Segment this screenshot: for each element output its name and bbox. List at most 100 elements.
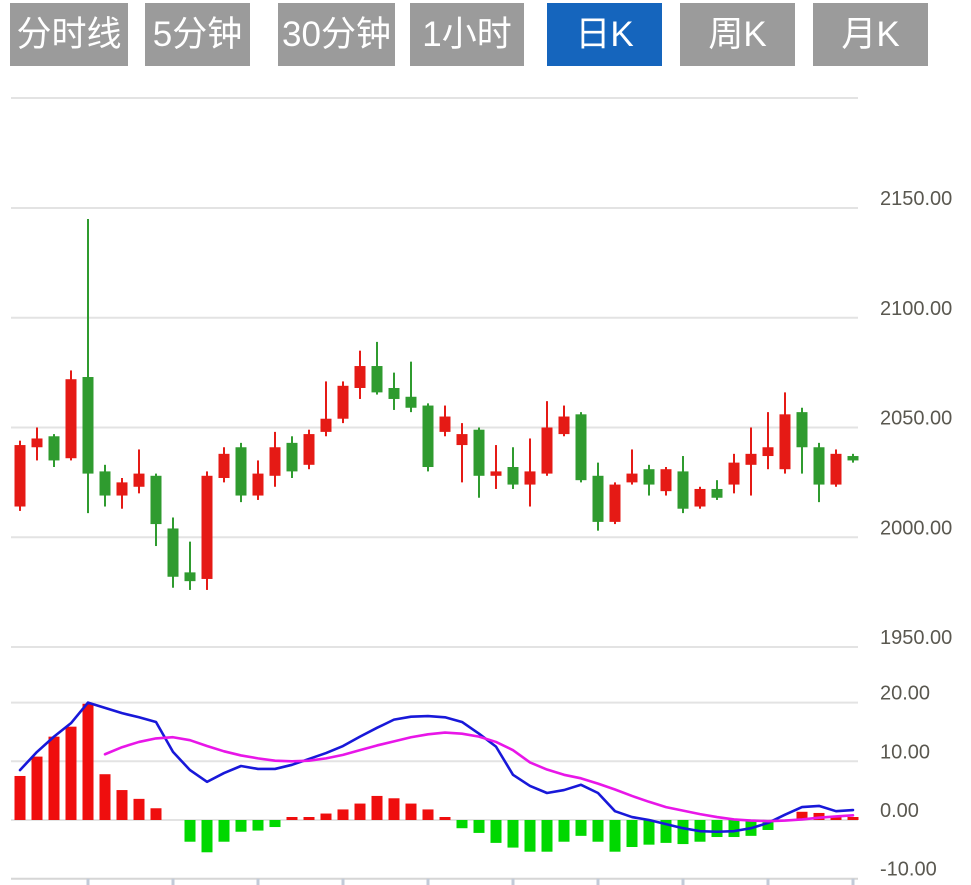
interval-tabbar: 分时线 5分钟 30分钟 1小时 日K 周K 月K	[0, 0, 971, 70]
candle-body	[65, 379, 77, 459]
candle-body	[813, 447, 825, 485]
candle-body	[541, 427, 553, 474]
y-axis-label: 10.00	[880, 741, 930, 763]
macd-bar-down	[575, 820, 587, 836]
tab-1hour[interactable]: 1小时	[410, 3, 524, 66]
macd-bar-down	[541, 820, 553, 852]
candle-body	[592, 475, 604, 522]
candle-body	[388, 387, 400, 399]
candle-body	[31, 438, 43, 448]
macd-bar-up	[286, 817, 298, 820]
candle-body	[626, 473, 638, 483]
candle-body	[99, 471, 111, 496]
y-axis-label: -10.00	[880, 859, 937, 881]
candle-body	[694, 488, 706, 507]
candle-body	[320, 418, 332, 432]
macd-bar-up	[371, 795, 383, 820]
macd-bar-up	[150, 808, 162, 820]
macd-bar-down	[524, 820, 536, 852]
macd-bar-down	[490, 820, 502, 843]
candle-body	[48, 436, 60, 461]
candle-body	[830, 453, 842, 485]
candle-body	[677, 471, 689, 509]
macd-bar-down	[711, 820, 723, 838]
candle-body	[609, 484, 621, 522]
candle-body	[490, 471, 502, 476]
tab-minute-line[interactable]: 分时线	[10, 3, 128, 66]
candle-body	[711, 488, 723, 498]
macd-bar-up	[116, 790, 128, 820]
macd-bar-up	[847, 817, 859, 820]
candle-body	[371, 366, 383, 393]
macd-bar-down	[473, 820, 485, 833]
tab-weekly-k[interactable]: 周K	[680, 3, 795, 66]
macd-bar-up	[303, 817, 315, 820]
candle-body	[303, 434, 315, 465]
macd-bar-up	[320, 813, 332, 820]
macd-bar-up	[796, 811, 808, 820]
candle-body	[116, 482, 128, 496]
candle-body	[728, 462, 740, 485]
macd-bar-up	[65, 726, 77, 820]
candle-body	[422, 405, 434, 468]
candle-body	[473, 429, 485, 476]
candle-body	[762, 447, 774, 457]
macd-bar-up	[439, 817, 451, 820]
candle-body	[643, 469, 655, 485]
y-axis-label: 2100.00	[880, 298, 952, 320]
candle-body	[439, 416, 451, 432]
dif-line	[18, 701, 855, 834]
macd-bar-up	[82, 703, 94, 820]
macd-bar-up	[422, 809, 434, 820]
y-axis-label: 2050.00	[880, 408, 952, 430]
macd-bar-up	[48, 736, 60, 820]
macd-bar-down	[201, 820, 213, 853]
candle-body	[575, 414, 587, 481]
candle-body	[354, 366, 366, 388]
macd-bar-up	[31, 756, 43, 820]
macd-bar-up	[830, 817, 842, 820]
dea-line	[103, 731, 855, 823]
tab-daily-k[interactable]: 日K	[547, 3, 662, 66]
candle-body	[184, 572, 196, 582]
candle-body	[133, 473, 145, 487]
macd-bar-up	[354, 803, 366, 820]
candle-body	[252, 473, 264, 496]
y-axis-label: 2000.00	[880, 517, 952, 539]
tab-30min[interactable]: 30分钟	[278, 3, 395, 66]
candle-body	[779, 414, 791, 470]
macd-bar-up	[133, 798, 145, 820]
tab-monthly-k[interactable]: 月K	[813, 3, 928, 66]
candle-body	[405, 396, 417, 408]
candle-body	[14, 445, 26, 507]
macd-bar-down	[456, 820, 468, 829]
macd-bar-down	[677, 820, 689, 845]
macd-bar-up	[14, 775, 26, 820]
macd-bar-down	[643, 820, 655, 845]
macd-bar-down	[558, 820, 570, 842]
macd-bar-down	[592, 820, 604, 842]
candle-body	[745, 453, 757, 465]
macd-bar-down	[184, 820, 196, 842]
candle-body	[167, 528, 179, 577]
macd-bar-up	[388, 798, 400, 820]
candle-body	[269, 447, 281, 476]
candle-body	[558, 416, 570, 435]
macd-bar-down	[762, 820, 774, 830]
macd-bar-up	[337, 809, 349, 820]
candle-body	[796, 412, 808, 448]
macd-bar-down	[218, 820, 230, 842]
y-axis-label: 0.00	[880, 800, 919, 822]
macd-bar-down	[269, 820, 281, 828]
y-axis-label: 2150.00	[880, 188, 952, 210]
macd-bar-down	[609, 820, 621, 852]
candle-body	[507, 467, 519, 485]
macd-bar-down	[728, 820, 740, 838]
candle-body	[82, 377, 94, 474]
macd-bar-up	[99, 774, 111, 820]
candle-body	[218, 453, 230, 478]
tab-5min[interactable]: 5分钟	[145, 3, 250, 66]
candle-body	[660, 469, 672, 492]
